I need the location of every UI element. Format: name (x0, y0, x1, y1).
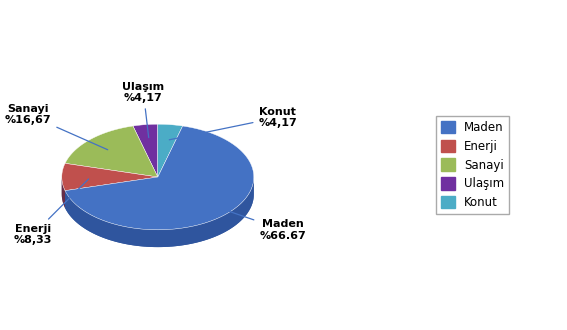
Polygon shape (142, 229, 146, 247)
Polygon shape (186, 227, 190, 245)
Polygon shape (101, 219, 104, 238)
Text: Sanayi
%16,67: Sanayi %16,67 (5, 104, 108, 150)
Polygon shape (249, 190, 251, 210)
Polygon shape (208, 221, 211, 239)
Polygon shape (239, 203, 242, 222)
Polygon shape (77, 205, 79, 224)
Polygon shape (65, 177, 158, 208)
Polygon shape (130, 228, 134, 246)
Polygon shape (150, 230, 154, 247)
Polygon shape (134, 228, 138, 246)
Polygon shape (227, 212, 230, 231)
Polygon shape (197, 224, 201, 242)
Polygon shape (89, 214, 92, 233)
Polygon shape (133, 124, 158, 177)
Polygon shape (86, 212, 89, 231)
Polygon shape (248, 192, 249, 212)
Polygon shape (235, 207, 238, 226)
Polygon shape (201, 223, 205, 242)
Polygon shape (65, 177, 158, 208)
Polygon shape (158, 124, 183, 177)
Polygon shape (98, 218, 101, 237)
Polygon shape (218, 216, 221, 235)
Polygon shape (65, 126, 158, 177)
Text: Enerji
%8,33: Enerji %8,33 (14, 179, 88, 246)
Polygon shape (221, 215, 224, 234)
Polygon shape (243, 199, 246, 218)
Polygon shape (178, 228, 182, 246)
Text: Ulaşım
%4,17: Ulaşım %4,17 (122, 82, 164, 138)
Polygon shape (247, 195, 248, 214)
Polygon shape (111, 223, 115, 242)
Legend: Maden, Enerji, Sanayi, Ulaşım, Konut: Maden, Enerji, Sanayi, Ulaşım, Konut (436, 116, 509, 214)
Polygon shape (66, 193, 67, 212)
Polygon shape (251, 188, 252, 208)
Polygon shape (73, 201, 74, 220)
Polygon shape (70, 199, 73, 218)
Polygon shape (162, 230, 166, 247)
Polygon shape (166, 229, 170, 247)
Polygon shape (119, 225, 122, 243)
Polygon shape (83, 211, 86, 229)
Polygon shape (108, 222, 111, 241)
Polygon shape (230, 210, 232, 229)
Text: Konut
%4,17: Konut %4,17 (170, 107, 297, 140)
Polygon shape (92, 215, 95, 234)
Text: Maden
%66.67: Maden %66.67 (208, 204, 306, 241)
Polygon shape (122, 226, 126, 244)
Polygon shape (194, 225, 197, 243)
Polygon shape (238, 205, 239, 224)
Polygon shape (79, 207, 81, 226)
Polygon shape (190, 226, 194, 244)
Polygon shape (69, 197, 70, 216)
Polygon shape (65, 191, 66, 210)
Polygon shape (62, 163, 158, 191)
Polygon shape (174, 229, 178, 246)
Polygon shape (215, 218, 218, 237)
Polygon shape (67, 195, 69, 214)
Polygon shape (170, 229, 174, 247)
Polygon shape (158, 230, 162, 247)
Polygon shape (138, 229, 142, 247)
Polygon shape (224, 214, 227, 232)
Polygon shape (246, 197, 247, 216)
Polygon shape (126, 227, 130, 245)
Polygon shape (65, 126, 254, 230)
Polygon shape (232, 209, 235, 227)
Polygon shape (182, 227, 186, 246)
Polygon shape (146, 229, 150, 247)
Polygon shape (154, 230, 158, 247)
Polygon shape (205, 222, 208, 240)
Polygon shape (211, 219, 215, 238)
Polygon shape (252, 184, 253, 203)
Polygon shape (242, 201, 243, 220)
Polygon shape (81, 209, 83, 228)
Polygon shape (115, 224, 119, 243)
Polygon shape (95, 217, 98, 236)
Polygon shape (104, 221, 108, 239)
Polygon shape (74, 203, 77, 222)
Polygon shape (62, 177, 254, 247)
